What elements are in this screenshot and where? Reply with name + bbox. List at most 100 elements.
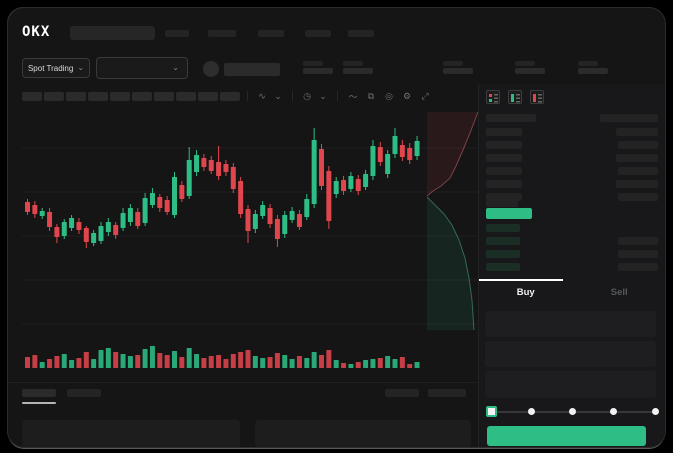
chevron-down-icon: ⌄	[77, 63, 85, 72]
price-size-placeholder	[486, 237, 520, 245]
nav-item-placeholder[interactable]	[348, 30, 374, 37]
sell-tab-label: Sell	[610, 287, 628, 298]
history-tab-placeholder[interactable]	[67, 389, 101, 397]
order-amount-field-placeholder[interactable]	[485, 341, 656, 367]
price-size-placeholder	[618, 193, 658, 201]
ask-row[interactable]	[479, 197, 665, 210]
price-size-placeholder	[486, 114, 536, 122]
nav-item-placeholder[interactable]	[208, 30, 236, 37]
chevron-down-icon: ⌄	[172, 63, 179, 72]
stat-label-placeholder	[343, 61, 363, 66]
amount-slider-handle[interactable]	[486, 406, 497, 417]
price-size-placeholder	[486, 263, 520, 271]
price-size-placeholder	[486, 154, 522, 162]
toolbar-divider	[292, 91, 293, 101]
active-tab-indicator	[479, 279, 563, 281]
price-size-placeholder	[616, 154, 658, 162]
chevron-down-icon[interactable]: ⌄	[319, 90, 327, 101]
chevron-down-icon[interactable]: ⌄	[274, 90, 282, 101]
slider-stop-dot[interactable]	[651, 408, 659, 415]
toolbar-divider	[247, 91, 248, 101]
timeframe-pill[interactable]	[44, 91, 64, 101]
bottom-panel-placeholder	[22, 420, 240, 447]
bottom-panel-placeholder	[255, 420, 471, 447]
timeframe-pill[interactable]	[88, 91, 108, 101]
stat-label-placeholder	[578, 61, 598, 66]
nav-item-placeholder[interactable]	[305, 30, 331, 37]
price-size-placeholder	[618, 263, 658, 271]
ask-row[interactable]	[479, 165, 665, 178]
stat-label-placeholder	[303, 61, 323, 66]
bid-row[interactable]	[479, 222, 665, 235]
depth-shading	[426, 112, 479, 331]
bid-row[interactable]	[479, 248, 665, 261]
slider-stop-dot[interactable]	[569, 408, 576, 415]
camera-snapshot-icon[interactable]: ◎	[385, 90, 393, 101]
timeframe-pill[interactable]	[154, 91, 174, 101]
price-size-placeholder	[616, 128, 658, 136]
compare-layers-icon[interactable]: ⧉	[367, 90, 375, 101]
ask-row[interactable]	[479, 139, 665, 152]
stat-label-placeholder	[515, 61, 535, 66]
price-size-placeholder	[486, 128, 522, 136]
order-price-field-placeholder[interactable]	[485, 311, 656, 337]
slider-stop-dot[interactable]	[610, 408, 618, 415]
stat-value-placeholder	[443, 68, 473, 74]
fullscreen-icon[interactable]: ⤢	[421, 90, 429, 101]
tab-sell[interactable]: Sell	[573, 279, 666, 306]
bottom-action-placeholder[interactable]	[428, 389, 466, 397]
order-side-tabs: Buy Sell	[479, 279, 665, 306]
buy-submit-button[interactable]	[487, 426, 646, 446]
ask-row[interactable]	[479, 191, 665, 204]
pair-select-dropdown[interactable]: ⌄	[96, 57, 188, 79]
ask-row[interactable]	[479, 178, 665, 191]
timeframe-pill[interactable]	[198, 91, 218, 101]
stat-value-placeholder	[578, 68, 608, 74]
active-tab-underline	[22, 402, 56, 404]
stat-value-placeholder	[515, 68, 545, 74]
search-box-placeholder[interactable]	[70, 26, 155, 40]
price-chart[interactable]	[22, 112, 480, 372]
orderbook-asks-icon[interactable]	[530, 90, 544, 104]
ask-row[interactable]	[479, 126, 665, 139]
bottom-action-placeholder[interactable]	[385, 389, 419, 397]
order-total-field-placeholder[interactable]	[485, 371, 656, 398]
indicator-icon[interactable]: 〜	[348, 91, 358, 102]
timeframe-pill[interactable]	[110, 91, 130, 101]
bid-row[interactable]	[479, 261, 665, 274]
price-size-placeholder	[486, 141, 522, 149]
orders-tab-placeholder[interactable]	[22, 389, 56, 397]
section-divider	[8, 382, 478, 383]
interval-clock-icon[interactable]: ◷	[303, 90, 311, 101]
orderbook-combined-icon[interactable]	[486, 90, 500, 104]
ask-row[interactable]	[479, 112, 665, 125]
coin-avatar	[203, 61, 219, 77]
okx-logo: OKX	[22, 24, 51, 40]
nav-item-placeholder[interactable]	[258, 30, 284, 37]
timeframe-pill[interactable]	[22, 91, 42, 101]
toolbar-divider	[337, 91, 338, 101]
bid-row[interactable]	[479, 235, 665, 248]
nav-item-placeholder[interactable]	[165, 30, 189, 37]
timeframe-pill[interactable]	[132, 91, 152, 101]
chart-settings-gear-icon[interactable]: ⚙	[402, 90, 412, 101]
timeframe-pill[interactable]	[176, 91, 196, 101]
price-size-placeholder	[618, 237, 658, 245]
price-size-placeholder	[486, 193, 522, 201]
price-size-placeholder	[600, 114, 658, 122]
slider-stop-dot[interactable]	[527, 408, 535, 415]
candles-layer	[25, 128, 420, 248]
tab-buy[interactable]: Buy	[479, 279, 573, 306]
ask-row[interactable]	[479, 152, 665, 165]
last-price-row[interactable]	[479, 206, 665, 219]
volume-layer	[25, 346, 420, 368]
okx-app-window: OKX Spot Trading ⌄ ⌄ ∿ ⌄ ◷ ⌄	[8, 8, 665, 447]
price-size-placeholder	[486, 167, 522, 175]
timeframe-pill[interactable]	[66, 91, 86, 101]
spot-trading-label: Spot Trading	[27, 63, 74, 73]
spot-trading-dropdown[interactable]: Spot Trading ⌄	[22, 58, 90, 78]
orderbook-bids-icon[interactable]	[508, 90, 522, 104]
timeframe-pill[interactable]	[220, 91, 240, 101]
chart-style-icon[interactable]: ∿	[258, 90, 266, 101]
